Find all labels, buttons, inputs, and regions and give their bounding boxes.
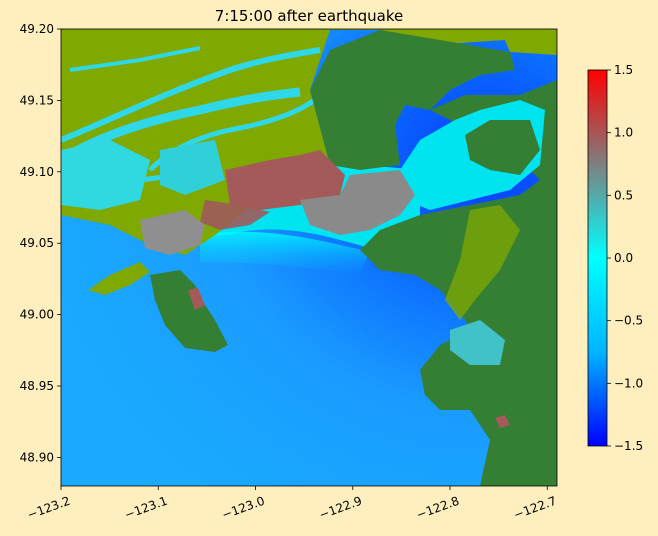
nearshore-glow: [200, 231, 370, 275]
flooded-zone-center: [200, 200, 270, 230]
colorbar-tick-label: 0.5: [614, 188, 633, 202]
map-panel: [61, 29, 557, 486]
colorbar-tick-label: −1.5: [614, 439, 643, 453]
map-title: 7:15:00 after earthquake: [215, 7, 403, 25]
map-frame: [60, 28, 558, 487]
colorbar-tick-label: 1.0: [614, 126, 633, 140]
x-tick-label: −123.2: [25, 494, 72, 522]
peninsula-southwest: [150, 270, 228, 352]
x-tick-label: −122.8: [415, 494, 462, 522]
upland-northeast: [310, 30, 515, 170]
y-axis: 49.20 49.15 49.10 49.05 49.00 48.95 48.90: [20, 22, 61, 464]
colorbar-tick-label: −1.0: [614, 376, 643, 390]
flooded-zone-north: [225, 150, 345, 210]
flooded-gray-band: [300, 170, 415, 235]
flooded-patch-southeast: [495, 415, 510, 428]
x-axis: −123.2 −123.1 −123.0 −122.9 −122.8 −122.7: [25, 486, 558, 522]
colorbar: [587, 69, 608, 447]
x-tick-label: −122.7: [512, 494, 559, 522]
colorbar-tick-label: 0.0: [614, 251, 633, 265]
y-tick-label: 48.90: [20, 450, 54, 464]
y-tick-label: 49.10: [20, 165, 54, 179]
y-tick-label: 48.95: [20, 379, 54, 393]
x-tick-label: −123.1: [123, 494, 170, 522]
peninsula-lowland: [88, 262, 150, 295]
colorbar-tick-label: −0.5: [614, 314, 643, 328]
y-tick-label: 49.05: [20, 236, 54, 250]
shallow-bay-east: [450, 320, 505, 365]
colorbar-ticks: 1.5 1.0 0.5 0.0 −0.5 −1.0 −1.5: [607, 63, 643, 453]
x-tick-label: −123.0: [220, 494, 267, 522]
y-tick-label: 49.00: [20, 308, 54, 322]
colorbar-tick-label: 1.5: [614, 63, 633, 77]
x-tick-label: −122.9: [317, 494, 364, 522]
flooded-patch-south: [188, 288, 205, 310]
flooded-gray-west: [140, 210, 205, 255]
upland-southeast-peninsula: [420, 335, 535, 486]
lowland-east-slope: [445, 205, 520, 320]
inundated-lowland: [61, 140, 150, 210]
y-tick-label: 49.15: [20, 93, 54, 107]
inundated-lowland-2: [160, 140, 225, 195]
upland-inner-east: [465, 120, 540, 175]
y-tick-label: 49.20: [20, 22, 54, 36]
